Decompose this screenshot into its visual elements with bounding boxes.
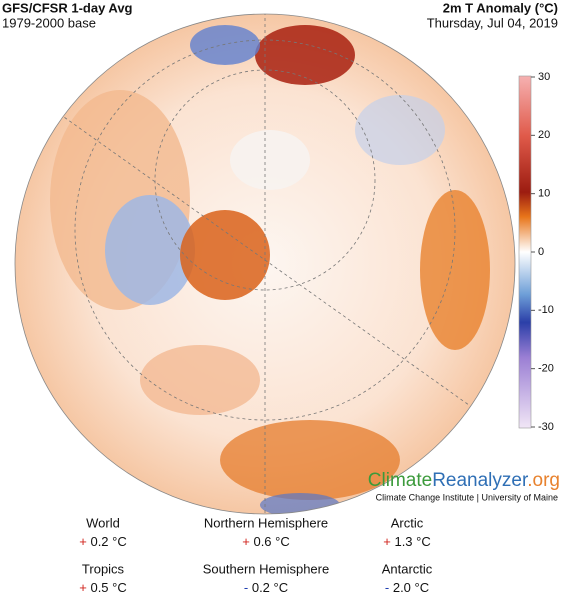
stat-sign: +	[79, 534, 87, 549]
subtitle: 1979-2000 base	[2, 15, 96, 30]
brand-part: Reanalyzer	[432, 470, 529, 491]
brand-part: Climate	[368, 470, 432, 491]
date: Thursday, Jul 04, 2019	[427, 15, 558, 30]
colorbar-ticks: 30 20 10 0 -10 -20 -30	[531, 71, 554, 433]
stat-number: 0.6 °C	[253, 534, 289, 549]
stat-name: Southern Hemisphere	[203, 561, 329, 576]
stat-sign: -	[244, 580, 248, 594]
stat-sign: +	[383, 534, 391, 549]
stat-number: 1.3 °C	[394, 534, 430, 549]
colorbar-tick-label: 20	[538, 129, 550, 141]
colorbar-tick-label: -10	[538, 304, 554, 316]
colorbar	[518, 75, 532, 429]
stat-number: 0.2 °C	[90, 534, 126, 549]
brand: ClimateReanalyzer.org	[368, 470, 560, 491]
stats: World + 0.2 °C Northern Hemisphere + 0.6 °C…	[79, 515, 433, 595]
stat-value: - 0.2 °C	[244, 580, 288, 594]
stat-number: 0.5 °C	[90, 580, 126, 594]
stat-value: - 2.0 °C	[385, 580, 429, 594]
stat-name: Tropics	[82, 561, 125, 576]
stat-name: Arctic	[391, 515, 424, 530]
stat-sign: +	[79, 580, 87, 594]
stat-number: 2.0 °C	[393, 580, 429, 594]
stat-value: + 0.2 °C	[79, 534, 127, 549]
stat-value: + 0.6 °C	[242, 534, 290, 549]
stat-number: 0.2 °C	[252, 580, 288, 594]
title: GFS/CFSR 1-day Avg	[2, 0, 133, 15]
colorbar-tick-label: 10	[538, 188, 550, 200]
stat-name: Northern Hemisphere	[204, 515, 328, 530]
stat-value: + 0.5 °C	[79, 580, 127, 594]
stat-name: Antarctic	[382, 561, 433, 576]
colorbar-tick-label: -30	[538, 421, 554, 433]
colorbar-tick-label: -20	[538, 363, 554, 375]
stat-sign: +	[242, 534, 250, 549]
stat-name: World	[86, 515, 120, 530]
stat-value: + 1.3 °C	[383, 534, 431, 549]
colorbar-tick-label: 30	[538, 71, 550, 83]
colorbar-tick-label: 0	[538, 246, 544, 258]
stat-sign: -	[385, 580, 389, 594]
variable: 2m T Anomaly (°C)	[443, 0, 558, 15]
globe	[14, 13, 516, 515]
credit: Climate Change Institute | University of…	[376, 492, 558, 502]
brand-part: .org	[527, 470, 560, 491]
